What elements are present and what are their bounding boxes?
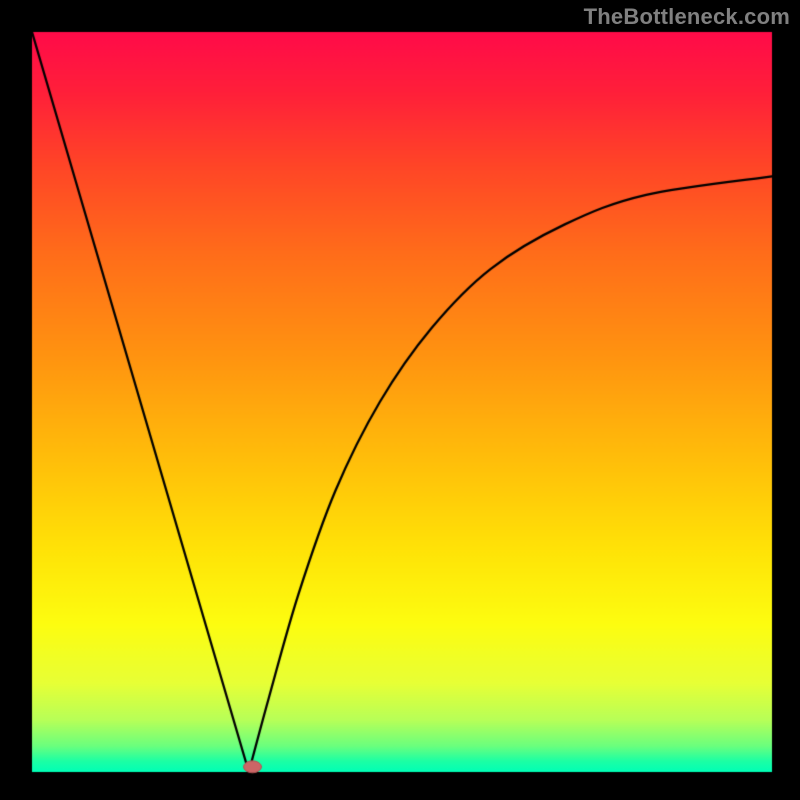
bottleneck-gradient-chart <box>0 0 800 800</box>
watermark-label: TheBottleneck.com <box>584 4 790 30</box>
